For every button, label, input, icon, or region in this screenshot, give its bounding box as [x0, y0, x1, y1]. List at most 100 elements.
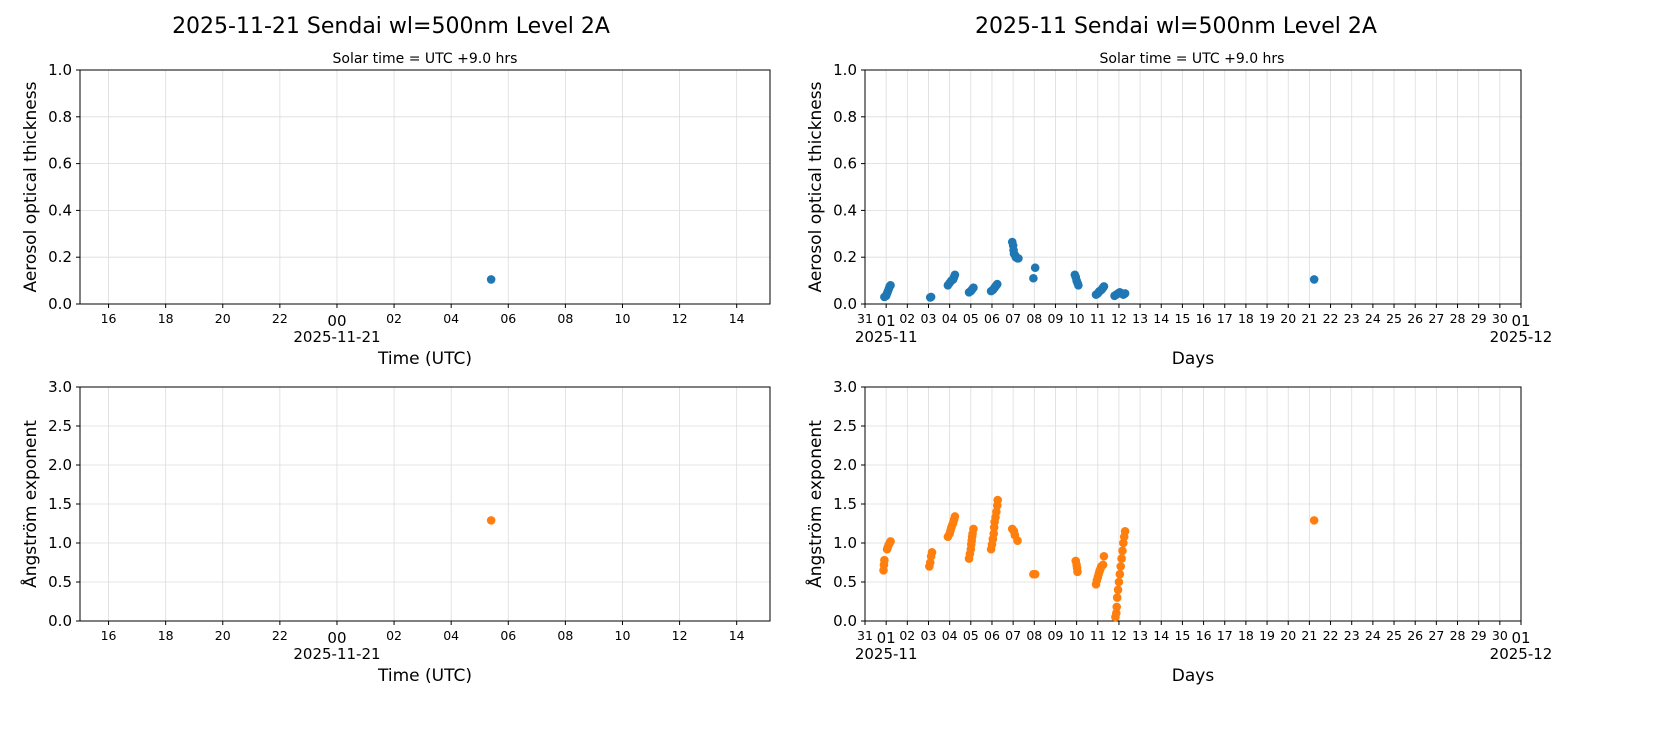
x-tick-label: 20: [215, 628, 231, 643]
y-tick-label: 0.6: [833, 155, 857, 173]
x-tick-label: 20: [1280, 628, 1296, 643]
y-tick-label: 0.0: [48, 612, 72, 630]
x-tick-label: 08: [557, 628, 573, 643]
y-tick-label: 2.5: [48, 417, 72, 435]
x-tick-label: 08: [1026, 628, 1042, 643]
y-axis-label: Aerosol optical thickness: [21, 81, 41, 292]
x-tick-label: 09: [1047, 311, 1063, 326]
y-tick-label: 2.0: [48, 456, 72, 474]
x-tick-label: 10: [1069, 311, 1085, 326]
x-tick-label: 03: [921, 311, 937, 326]
data-point: [969, 283, 978, 292]
data-point: [1117, 554, 1126, 563]
plot-frame: [864, 386, 1522, 622]
x-tick-label: 02: [899, 311, 915, 326]
x-tick-label: 22: [272, 628, 288, 643]
x-tick-label: 08: [1026, 311, 1042, 326]
y-tick-label: 3.0: [833, 378, 857, 396]
x-tick-label: 06: [500, 628, 516, 643]
data-point: [1120, 289, 1130, 298]
data-point: [993, 495, 1002, 505]
x-tick-label: 19: [1259, 311, 1275, 326]
x-tick-label: 29: [1471, 311, 1487, 326]
x-tick-label: 30: [1492, 311, 1508, 326]
data-point: [486, 275, 496, 284]
x-tick-label: 11: [1090, 628, 1106, 643]
x-tick-label: 00: [327, 629, 346, 647]
x-tick-label: 16: [1196, 628, 1212, 643]
left-subtitle: Solar time = UTC +9.0 hrs: [333, 51, 518, 67]
x-tick-label: 10: [615, 311, 631, 326]
y-tick-label: 0.8: [833, 108, 857, 126]
y-tick-label: 2.5: [833, 417, 857, 435]
y-tick-label: 1.0: [833, 534, 857, 552]
x-tick-label: 01: [877, 629, 896, 647]
x-tick-label: 04: [443, 311, 459, 326]
x-tick-label: 13: [1132, 311, 1148, 326]
x-tick-label: 27: [1428, 311, 1444, 326]
x-tick-sublabel: 2025-11-21: [293, 328, 380, 346]
data-point: [1116, 562, 1125, 571]
x-tick-label: 04: [942, 628, 958, 643]
data-point: [1120, 527, 1130, 536]
x-tick-label: 06: [500, 311, 516, 326]
data-point: [1098, 560, 1108, 570]
y-tick-label: 1.0: [48, 61, 72, 79]
y-axis-label: Aerosol optical thickness: [806, 81, 826, 292]
x-tick-sublabel: 2025-11-21: [293, 645, 380, 663]
x-tick-label: 22: [1323, 628, 1339, 643]
data-point: [1112, 593, 1122, 602]
x-tick-label: 19: [1259, 628, 1275, 643]
data-point: [992, 279, 1002, 289]
data-point: [950, 270, 960, 280]
data-point: [1309, 516, 1319, 525]
x-tick-label: 16: [101, 628, 117, 643]
x-tick-label: 26: [1407, 628, 1423, 643]
data-point: [886, 537, 895, 546]
x-tick-label: 01: [1511, 629, 1530, 647]
x-tick-sublabel: 2025-12: [1490, 328, 1553, 346]
x-tick-label: 31: [857, 628, 873, 643]
x-tick-sublabel: 2025-12: [1490, 645, 1553, 663]
data-point: [1073, 567, 1082, 577]
data-point: [1074, 280, 1083, 290]
x-tick-label: 15: [1174, 311, 1190, 326]
plot-frame: [79, 69, 771, 305]
data-point: [1029, 273, 1038, 283]
y-tick-label: 2.0: [833, 456, 857, 474]
data-point: [1113, 585, 1123, 595]
x-tick-label: 12: [672, 311, 688, 326]
x-tick-label: 27: [1428, 628, 1444, 643]
x-tick-label: 21: [1301, 311, 1317, 326]
x-tick-label: 18: [1238, 311, 1254, 326]
data-point: [1112, 602, 1122, 612]
x-tick-label: 02: [899, 628, 915, 643]
x-tick-label: 10: [1069, 628, 1085, 643]
plot-frame: [864, 69, 1522, 305]
data-point: [1099, 551, 1109, 561]
y-tick-label: 0.2: [833, 248, 857, 266]
data-point: [1111, 608, 1121, 618]
data-point: [1114, 577, 1124, 587]
data-point: [1013, 536, 1022, 545]
x-tick-label: 12: [1111, 628, 1127, 643]
x-axis-label: Time (UTC): [377, 666, 472, 686]
x-tick-label: 21: [1301, 628, 1317, 643]
x-tick-sublabel: 2025-11: [855, 328, 918, 346]
x-tick-label: 17: [1217, 628, 1233, 643]
x-tick-label: 18: [1238, 628, 1254, 643]
x-tick-label: 18: [158, 628, 174, 643]
data-point: [1118, 546, 1127, 556]
x-tick-label: 20: [215, 311, 231, 326]
x-tick-label: 12: [672, 628, 688, 643]
x-tick-label: 24: [1365, 311, 1381, 326]
y-tick-label: 0.5: [833, 573, 857, 591]
x-tick-label: 06: [984, 311, 1000, 326]
x-tick-label: 01: [877, 312, 896, 330]
x-tick-label: 23: [1344, 311, 1360, 326]
data-point: [927, 548, 937, 557]
x-tick-label: 26: [1407, 311, 1423, 326]
data-point: [880, 555, 889, 565]
x-tick-label: 05: [963, 628, 979, 643]
y-tick-label: 0.5: [48, 573, 72, 591]
